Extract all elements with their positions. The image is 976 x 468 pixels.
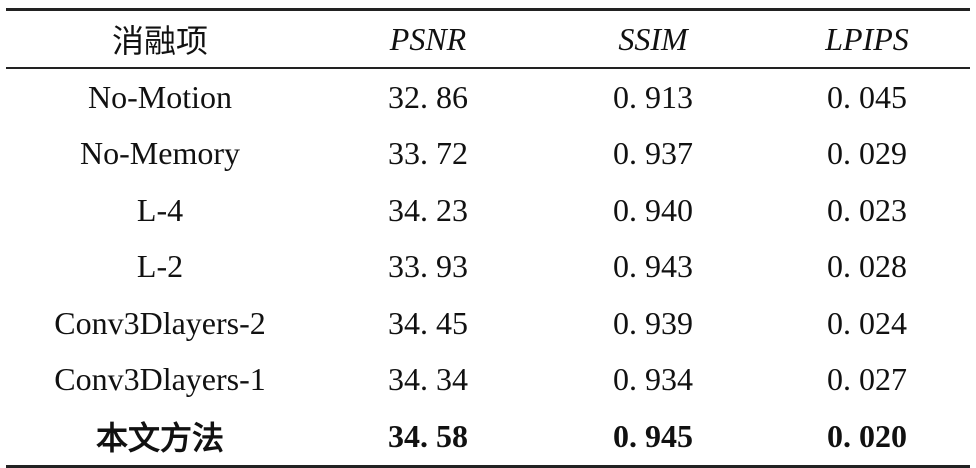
metric-cell: 34. 58: [388, 417, 468, 454]
row-label: Conv3Dlayers-1: [54, 361, 266, 398]
metric-cell: 0. 023: [827, 191, 907, 228]
table-row: No-Memory 33. 72 0. 937 0. 029: [6, 126, 970, 183]
header-cell: LPIPS: [764, 9, 970, 69]
table-row: 本文方法 34. 58 0. 945 0. 020: [6, 408, 970, 466]
table-row: L-2 33. 93 0. 943 0. 028: [6, 239, 970, 296]
row-label: L-4: [136, 191, 184, 228]
metric-cell: 0. 940: [613, 191, 693, 228]
metric-cell: 0. 945: [613, 417, 693, 454]
header-cell: PSNR: [314, 9, 542, 69]
results-table: 消融项 PSNR SSIM LPIPS No-Motion 32. 86 0. 913 0.…: [6, 8, 970, 468]
metric-cell: 0. 045: [827, 78, 907, 115]
table-row: L-4 34. 23 0. 940 0. 023: [6, 182, 970, 239]
metric-cell: 0. 934: [613, 361, 693, 398]
row-label: No-Motion: [88, 78, 232, 115]
header-row: 消融项 PSNR SSIM LPIPS: [6, 9, 970, 69]
metric-cell: 0. 939: [613, 304, 693, 341]
header-cell: SSIM: [542, 9, 764, 69]
row-label: L-2: [136, 248, 184, 285]
metric-cell: 32. 86: [388, 78, 468, 115]
metric-cell: 33. 72: [388, 135, 468, 172]
metric-cell: 0. 024: [827, 304, 907, 341]
metric-cell: 0. 937: [613, 135, 693, 172]
metric-cell: 33. 93: [388, 248, 468, 285]
row-label: No-Memory: [80, 135, 240, 172]
metric-cell: 0. 028: [827, 248, 907, 285]
metric-cell: 34. 23: [388, 191, 468, 228]
row-label: 本文方法: [95, 420, 224, 457]
table-row: Conv3Dlayers-2 34. 45 0. 939 0. 024: [6, 295, 970, 352]
metric-cell: 0. 027: [827, 361, 907, 398]
table-row: No-Motion 32. 86 0. 913 0. 045: [6, 68, 970, 126]
metric-cell: 0. 913: [613, 78, 693, 115]
metric-cell: 34. 45: [388, 304, 468, 341]
metric-cell: 0. 020: [827, 417, 907, 454]
metric-cell: 34. 34: [388, 361, 468, 398]
metric-cell: 0. 943: [613, 248, 693, 285]
header-cell: 消融项: [6, 9, 314, 69]
metric-cell: 0. 029: [827, 135, 907, 172]
table-body: No-Motion 32. 86 0. 913 0. 045 No-Memory 33. …: [6, 68, 970, 466]
table-row: Conv3Dlayers-1 34. 34 0. 934 0. 027: [6, 352, 970, 409]
row-label: Conv3Dlayers-2: [54, 304, 266, 341]
